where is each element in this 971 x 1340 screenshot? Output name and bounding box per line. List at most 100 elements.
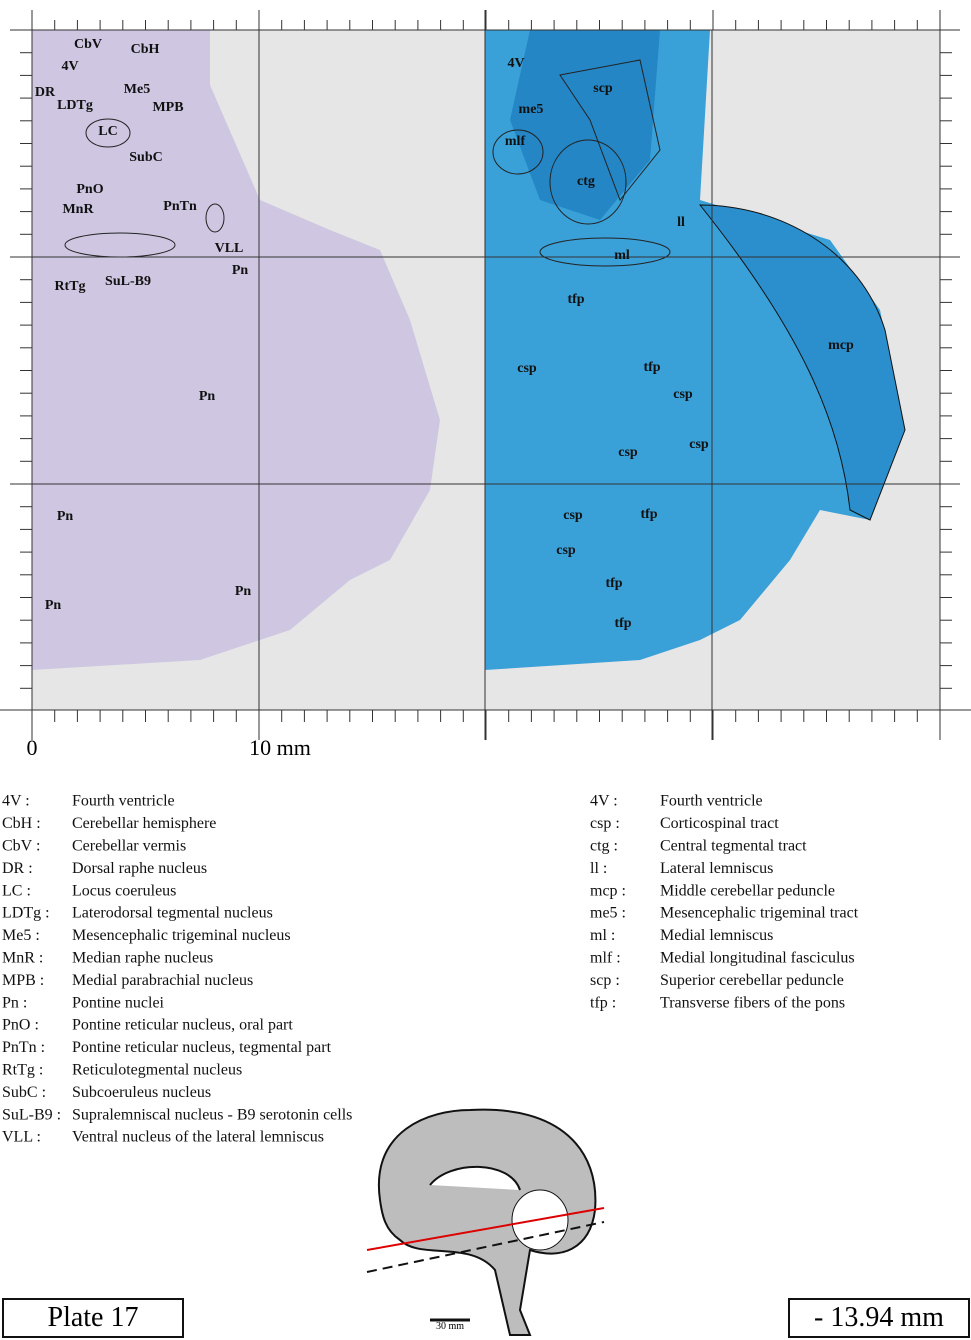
structure-label: Pn <box>235 584 252 599</box>
structure-label: SuL-B9 <box>105 274 151 289</box>
outlines <box>64 59 671 267</box>
structure-label: csp <box>517 361 537 376</box>
legend-abbr: VLL : <box>2 1129 41 1146</box>
scale-label: 10 mm <box>249 735 311 760</box>
structure-label: MnR <box>62 202 94 217</box>
legend-abbr: MnR : <box>2 949 43 966</box>
legend-abbr: Me5 : <box>2 927 40 944</box>
legend-name: Laterodorsal tegmental nucleus <box>72 905 273 922</box>
legend-abbr: me5 : <box>590 905 626 922</box>
structure-label: tfp <box>614 616 631 631</box>
structure-label: scp <box>593 81 613 96</box>
legend-abbr: LDTg : <box>2 905 50 922</box>
legend-abbr: scp : <box>590 972 620 989</box>
legend-abbr: Pn : <box>2 994 27 1011</box>
scale-origin: 0 <box>27 735 38 760</box>
structure-label: tfp <box>567 292 584 307</box>
legend-name: Mesencephalic trigeminal tract <box>660 905 859 922</box>
structure-label: me5 <box>519 102 544 117</box>
legend-name: Corticospinal tract <box>660 815 779 832</box>
structure-label: Pn <box>199 389 216 404</box>
nissl-section <box>32 30 440 670</box>
legend-abbr: ll : <box>590 860 607 877</box>
legend-name: Dorsal raphe nucleus <box>72 860 207 877</box>
structure-label: DR <box>35 85 56 100</box>
legend-abbr: SuL-B9 : <box>2 1106 61 1123</box>
legend-abbr: 4V : <box>590 793 618 810</box>
legend-name: Pontine reticular nucleus, oral part <box>72 1017 293 1034</box>
structure-label: CbV <box>74 37 102 52</box>
structure-label: Pn <box>232 263 249 278</box>
legend-abbr: PnTn : <box>2 1039 45 1056</box>
plate-position: - 13.94 mm <box>788 1298 970 1338</box>
structure-label: tfp <box>640 507 657 522</box>
legend-abbr: DR : <box>2 860 33 877</box>
legend-name: Pontine reticular nucleus, tegmental par… <box>72 1039 332 1056</box>
structure-label: mlf <box>505 134 526 149</box>
legend-name: Reticulotegmental nucleus <box>72 1061 242 1078</box>
legend-name: Subcoeruleus nucleus <box>72 1084 211 1101</box>
structure-label: mcp <box>828 338 854 353</box>
structure-label: Pn <box>45 598 62 613</box>
legend-name: Medial lemniscus <box>660 927 773 944</box>
brain-scale: 30 mm <box>436 1321 464 1332</box>
structure-label: 4V <box>61 59 78 74</box>
ruler-ticks <box>10 10 960 740</box>
legend-name: Superior cerebellar peduncle <box>660 972 844 989</box>
myelin-dark <box>510 30 660 220</box>
legend-abbr: 4V : <box>2 793 30 810</box>
legend-abbr: SubC : <box>2 1084 46 1101</box>
structure-label: ctg <box>577 174 595 189</box>
legend-name: Cerebellar vermis <box>72 837 186 854</box>
legend-abbr: mlf : <box>590 949 621 966</box>
legend-abbr: csp : <box>590 815 620 832</box>
structure-label: LC <box>98 124 117 139</box>
legend-abbr: LC : <box>2 882 31 899</box>
legend-name: Fourth ventricle <box>660 793 763 810</box>
legend-name: Middle cerebellar peduncle <box>660 882 835 899</box>
legend-name: Ventral nucleus of the lateral lemniscus <box>72 1129 324 1146</box>
structure-label: csp <box>563 508 583 523</box>
structure-label: PnTn <box>163 199 197 214</box>
legend-name: Lateral lemniscus <box>660 860 773 877</box>
legend-name: Supralemniscal nucleus - B9 serotonin ce… <box>72 1106 352 1123</box>
structure-label: csp <box>689 437 709 452</box>
structure-label: CbH <box>131 42 160 57</box>
legend-abbr: ctg : <box>590 837 618 854</box>
structure-label: tfp <box>605 576 622 591</box>
legend-name: Locus coeruleus <box>72 882 176 899</box>
structure-label: VLL <box>215 241 244 256</box>
legend-name: Medial longitudinal fasciculus <box>660 949 855 966</box>
legend-name: Transverse fibers of the pons <box>660 994 845 1011</box>
legend-abbr: PnO : <box>2 1017 39 1034</box>
structure-label: RtTg <box>54 279 85 294</box>
legend-abbr: CbH : <box>2 815 41 832</box>
structure-label: ll <box>677 215 685 230</box>
legend-name: Median raphe nucleus <box>72 949 213 966</box>
legend-abbr: ml : <box>590 927 615 944</box>
structure-label: PnO <box>76 182 103 197</box>
structure-label: LDTg <box>57 98 93 113</box>
legend-abbr: CbV : <box>2 837 40 854</box>
legend-abbr: mcp : <box>590 882 626 899</box>
structure-label: MPB <box>152 100 183 115</box>
structure-label: csp <box>556 543 576 558</box>
structure-label: tfp <box>643 360 660 375</box>
legend-abbr: MPB : <box>2 972 44 989</box>
legend-name: Central tegmental tract <box>660 837 807 854</box>
structure-label: Pn <box>57 509 74 524</box>
plate-number: Plate 17 <box>2 1298 184 1338</box>
structure-label: csp <box>618 445 638 460</box>
legend-name: Mesencephalic trigeminal nucleus <box>72 927 291 944</box>
mcp-outline <box>698 204 906 521</box>
structure-label: 4V <box>507 56 524 71</box>
structure-label: csp <box>673 387 693 402</box>
legend-abbr: RtTg : <box>2 1061 43 1078</box>
legend-abbr: tfp : <box>590 994 616 1011</box>
brain-diagram <box>366 1108 605 1336</box>
legend-name: Cerebellar hemisphere <box>72 815 216 832</box>
legend-name: Pontine nuclei <box>72 994 165 1011</box>
structure-label: Me5 <box>124 82 150 97</box>
